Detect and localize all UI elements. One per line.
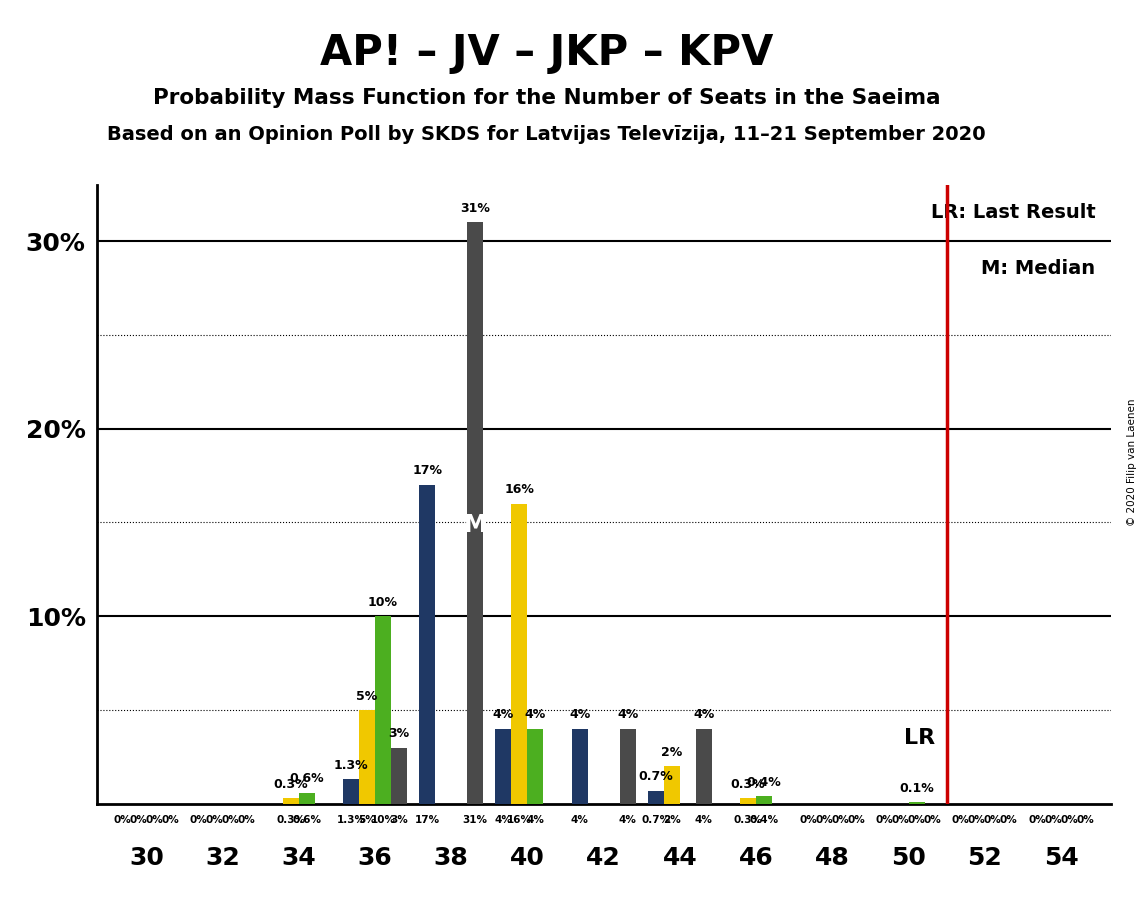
Text: 4%: 4% xyxy=(694,709,714,722)
Text: 0.6%: 0.6% xyxy=(289,772,325,785)
Text: 0%: 0% xyxy=(952,815,969,825)
Text: 2%: 2% xyxy=(662,746,682,759)
Bar xyxy=(419,485,435,804)
Text: 4%: 4% xyxy=(570,709,590,722)
Text: 0.4%: 0.4% xyxy=(749,815,779,825)
Text: LR: LR xyxy=(904,728,935,748)
Text: 1.3%: 1.3% xyxy=(336,815,366,825)
Text: 31%: 31% xyxy=(462,815,487,825)
Text: 0%: 0% xyxy=(206,815,223,825)
Bar xyxy=(282,798,298,804)
Text: 5%: 5% xyxy=(357,689,378,702)
Text: 0.3%: 0.3% xyxy=(731,778,765,791)
Bar xyxy=(511,504,527,804)
Text: 0.1%: 0.1% xyxy=(899,782,934,795)
Text: Probability Mass Function for the Number of Seats in the Saeima: Probability Mass Function for the Number… xyxy=(153,88,941,108)
Text: 0.4%: 0.4% xyxy=(747,776,781,789)
Text: 1.3%: 1.3% xyxy=(334,759,368,772)
Bar xyxy=(467,223,483,804)
Text: 0%: 0% xyxy=(847,815,866,825)
Text: 4%: 4% xyxy=(493,709,514,722)
Text: 0%: 0% xyxy=(892,815,909,825)
Text: 0%: 0% xyxy=(1029,815,1046,825)
Text: 3%: 3% xyxy=(391,815,408,825)
Text: 0%: 0% xyxy=(162,815,179,825)
Text: 4%: 4% xyxy=(571,815,589,825)
Text: 0%: 0% xyxy=(1000,815,1017,825)
Text: 4%: 4% xyxy=(494,815,513,825)
Bar xyxy=(740,798,756,804)
Text: 4%: 4% xyxy=(526,815,544,825)
Text: 5%: 5% xyxy=(358,815,376,825)
Text: 4%: 4% xyxy=(618,815,637,825)
Text: 0%: 0% xyxy=(130,815,147,825)
Bar xyxy=(909,802,925,804)
Text: 0%: 0% xyxy=(800,815,817,825)
Text: 0%: 0% xyxy=(908,815,925,825)
Bar xyxy=(572,729,588,804)
Text: 10%: 10% xyxy=(368,596,398,609)
Text: 0.7%: 0.7% xyxy=(641,815,671,825)
Text: 17%: 17% xyxy=(415,815,440,825)
Bar xyxy=(298,793,314,804)
Text: M: Median: M: Median xyxy=(981,259,1096,278)
Text: 16%: 16% xyxy=(507,815,532,825)
Bar xyxy=(375,616,391,804)
Bar xyxy=(391,748,407,804)
Text: 0%: 0% xyxy=(968,815,985,825)
Text: 0%: 0% xyxy=(146,815,163,825)
Bar xyxy=(495,729,511,804)
Bar xyxy=(664,766,680,804)
Bar xyxy=(620,729,636,804)
Text: 4%: 4% xyxy=(525,709,546,722)
Text: 16%: 16% xyxy=(505,483,534,496)
Text: 0%: 0% xyxy=(1044,815,1062,825)
Text: 0.7%: 0.7% xyxy=(639,771,673,784)
Bar xyxy=(343,780,359,804)
Bar xyxy=(527,729,543,804)
Text: 0%: 0% xyxy=(238,815,255,825)
Text: 3%: 3% xyxy=(388,727,410,740)
Text: 0%: 0% xyxy=(222,815,239,825)
Text: 0%: 0% xyxy=(984,815,1001,825)
Text: 0%: 0% xyxy=(816,815,834,825)
Text: 4%: 4% xyxy=(695,815,713,825)
Bar xyxy=(359,710,375,804)
Text: 0.3%: 0.3% xyxy=(734,815,763,825)
Bar xyxy=(648,791,664,804)
Text: AP! – JV – JKP – KPV: AP! – JV – JKP – KPV xyxy=(320,32,773,74)
Text: 0%: 0% xyxy=(1060,815,1077,825)
Text: 0%: 0% xyxy=(831,815,850,825)
Text: 0%: 0% xyxy=(1076,815,1093,825)
Text: 0%: 0% xyxy=(876,815,893,825)
Text: 0.3%: 0.3% xyxy=(277,815,305,825)
Text: 10%: 10% xyxy=(370,815,395,825)
Bar xyxy=(696,729,712,804)
Text: 31%: 31% xyxy=(460,201,490,214)
Text: 0.6%: 0.6% xyxy=(293,815,321,825)
Text: 17%: 17% xyxy=(412,465,442,478)
Text: M: M xyxy=(464,513,487,537)
Text: LR: Last Result: LR: Last Result xyxy=(931,203,1096,223)
Text: 0%: 0% xyxy=(114,815,131,825)
Text: 0.3%: 0.3% xyxy=(273,778,309,791)
Bar xyxy=(756,796,772,804)
Text: 0%: 0% xyxy=(924,815,942,825)
Text: 0%: 0% xyxy=(190,815,207,825)
Text: 4%: 4% xyxy=(617,709,638,722)
Text: 2%: 2% xyxy=(663,815,681,825)
Text: © 2020 Filip van Laenen: © 2020 Filip van Laenen xyxy=(1126,398,1137,526)
Text: Based on an Opinion Poll by SKDS for Latvijas Televīzija, 11–21 September 2020: Based on an Opinion Poll by SKDS for Lat… xyxy=(107,125,986,144)
